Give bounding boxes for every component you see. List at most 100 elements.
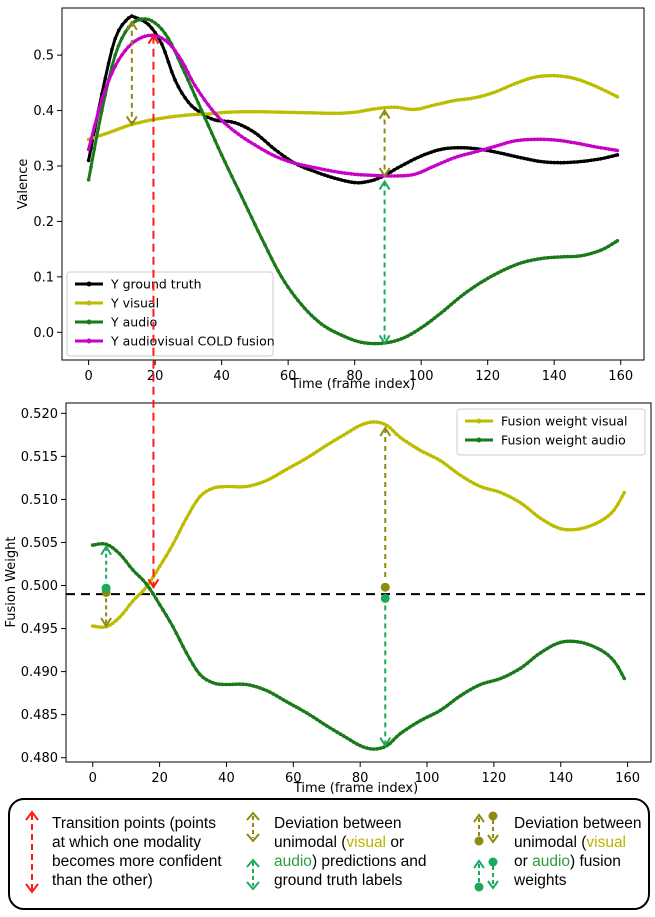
data-point-y-ground-truth xyxy=(243,125,247,129)
data-point-y-visual xyxy=(289,110,294,115)
data-point-y-visual xyxy=(259,109,264,114)
data-point-fusion-weight-audio xyxy=(93,542,97,547)
data-point-y-visual xyxy=(316,111,321,115)
data-point-fusion-weight-visual xyxy=(542,518,546,523)
data-point-fusion-weight-audio xyxy=(492,678,496,683)
data-point-y-audiovisual-cold-fusion xyxy=(519,138,523,142)
data-point-fusion-weight-visual xyxy=(342,433,346,437)
data-point-y-audio xyxy=(206,123,211,128)
data-point-fusion-weight-visual xyxy=(565,527,570,532)
data-point-fusion-weight-audio xyxy=(177,638,182,642)
data-point-fusion-weight-visual xyxy=(425,452,429,456)
data-point-y-audio xyxy=(283,280,287,285)
data-point-fusion-weight-audio xyxy=(214,682,219,686)
data-point-y-audiovisual-cold-fusion xyxy=(263,149,267,153)
data-point-fusion-weight-audio xyxy=(331,728,336,732)
data-point-y-visual xyxy=(456,98,460,102)
data-point-fusion-weight-audio xyxy=(284,699,289,704)
data-point-fusion-weight-audio xyxy=(224,682,229,687)
data-point-y-audiovisual-cold-fusion xyxy=(595,145,600,149)
data-point-y-audiovisual-cold-fusion xyxy=(199,93,203,97)
data-point-fusion-weight-audio xyxy=(258,686,262,690)
data-point-fusion-weight-audio xyxy=(161,608,165,612)
data-point-y-ground-truth xyxy=(552,160,556,165)
data-point-y-audiovisual-cold-fusion xyxy=(489,145,493,150)
data-point-y-audio xyxy=(479,280,483,285)
data-point-y-ground-truth xyxy=(123,19,128,23)
data-point-y-ground-truth xyxy=(446,146,450,151)
data-point-y-visual xyxy=(529,76,533,80)
data-point-fusion-weight-audio xyxy=(96,542,101,546)
data-point-y-ground-truth xyxy=(346,179,351,184)
data-point-y-ground-truth xyxy=(343,179,347,183)
data-point-y-visual xyxy=(426,104,430,109)
valence-xtick-label: 40 xyxy=(213,369,230,384)
data-point-fusion-weight-audio xyxy=(378,746,383,751)
data-point-y-ground-truth xyxy=(615,153,620,157)
data-point-fusion-weight-visual xyxy=(211,486,215,491)
data-point-y-audiovisual-cold-fusion xyxy=(495,143,500,148)
data-point-y-ground-truth xyxy=(319,172,324,176)
data-point-fusion-weight-visual xyxy=(462,475,466,480)
data-point-fusion-weight-visual xyxy=(448,466,453,470)
data-point-y-audio xyxy=(182,70,187,75)
data-point-fusion-weight-visual xyxy=(191,504,195,509)
data-point-y-audio xyxy=(349,337,354,342)
data-point-fusion-weight-visual xyxy=(230,484,235,489)
data-point-y-audiovisual-cold-fusion xyxy=(329,169,334,173)
data-point-y-ground-truth xyxy=(316,171,320,175)
data-point-y-visual xyxy=(485,92,490,97)
data-point-y-audiovisual-cold-fusion xyxy=(296,162,300,166)
data-point-y-audiovisual-cold-fusion xyxy=(352,172,357,177)
data-point-fusion-weight-visual xyxy=(184,516,189,521)
data-point-fusion-weight-visual xyxy=(100,625,105,630)
data-point-y-ground-truth xyxy=(406,160,410,165)
data-point-y-ground-truth xyxy=(542,160,546,164)
data-point-y-audiovisual-cold-fusion xyxy=(209,107,214,111)
data-point-fusion-weight-visual xyxy=(288,465,292,470)
data-point-fusion-weight-audio xyxy=(311,715,316,719)
data-point-y-audio xyxy=(223,160,227,164)
data-point-y-audio xyxy=(216,145,221,150)
data-point-y-ground-truth xyxy=(579,159,583,164)
data-point-fusion-weight-visual xyxy=(418,448,423,453)
data-point-fusion-weight-audio xyxy=(435,710,439,715)
data-point-y-visual xyxy=(369,107,374,112)
data-point-fusion-weight-visual xyxy=(562,527,566,532)
legend-label: Fusion weight visual xyxy=(501,414,628,429)
data-point-y-audio xyxy=(166,36,171,41)
data-point-y-audiovisual-cold-fusion xyxy=(419,170,424,174)
data-point-fusion-weight-audio xyxy=(515,668,520,672)
data-point-y-audio xyxy=(143,17,147,21)
data-point-y-visual xyxy=(402,106,407,111)
data-point-y-audiovisual-cold-fusion xyxy=(396,174,400,178)
data-point-fusion-weight-audio xyxy=(462,691,466,696)
data-point-y-audiovisual-cold-fusion xyxy=(116,58,121,62)
data-point-fusion-weight-audio xyxy=(485,680,490,685)
data-point-y-ground-truth xyxy=(196,109,201,113)
data-point-y-audiovisual-cold-fusion xyxy=(532,137,537,142)
data-point-y-audiovisual-cold-fusion xyxy=(366,173,370,177)
data-point-y-audiovisual-cold-fusion xyxy=(449,157,453,161)
valence-ytick-label: 0.4 xyxy=(33,104,54,119)
data-point-fusion-weight-visual xyxy=(620,495,624,500)
fusion-ytick-label: 0.495 xyxy=(21,622,58,637)
data-point-y-ground-truth xyxy=(509,153,513,158)
data-point-y-ground-truth xyxy=(459,145,463,150)
data-point-y-audio xyxy=(449,302,453,307)
data-point-y-audiovisual-cold-fusion xyxy=(492,144,497,149)
data-point-y-ground-truth xyxy=(326,174,330,178)
data-point-y-visual xyxy=(386,105,390,110)
legend-label: Y audiovisual COLD fusion xyxy=(110,334,275,349)
data-point-y-audiovisual-cold-fusion xyxy=(529,137,533,142)
data-point-y-visual xyxy=(509,83,513,88)
data-point-fusion-weight-visual xyxy=(227,484,232,489)
data-point-y-ground-truth xyxy=(529,158,533,162)
data-point-fusion-weight-audio xyxy=(141,578,145,582)
data-point-y-audio xyxy=(229,174,234,178)
data-point-fusion-weight-audio xyxy=(609,656,614,660)
data-point-y-audiovisual-cold-fusion xyxy=(253,143,257,147)
data-point-y-visual xyxy=(143,119,147,123)
data-point-y-ground-truth xyxy=(456,145,460,150)
data-point-y-ground-truth xyxy=(595,157,600,162)
